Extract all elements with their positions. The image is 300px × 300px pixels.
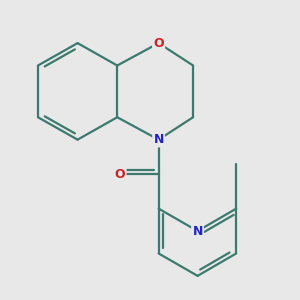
Text: N: N <box>153 133 164 146</box>
Text: N: N <box>192 224 203 238</box>
Text: O: O <box>153 37 164 50</box>
Text: O: O <box>115 168 125 181</box>
